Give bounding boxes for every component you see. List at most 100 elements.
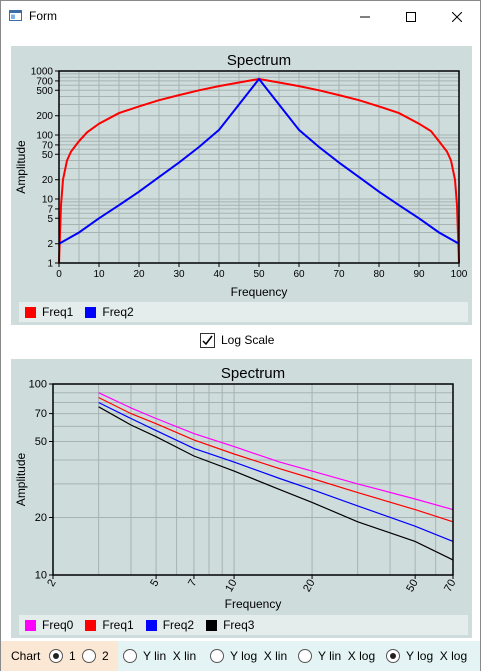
scale-radio-ylog-xlin[interactable]: [210, 649, 224, 663]
legend-label: Freq3: [223, 618, 255, 632]
y-tick-label: 70: [35, 408, 47, 420]
chart-radio-2[interactable]: [82, 649, 96, 663]
chart2-plot: Spectrum Frequency Amplitude 10 20 50 70 100 2 5 7…: [14, 365, 459, 611]
y-tick-label: 100: [29, 379, 47, 391]
series-line-freq0: [98, 392, 454, 511]
series-line-freq2: [98, 401, 454, 542]
chart1-legend: Freq1 Freq2: [19, 302, 468, 322]
legend-label: Freq0: [42, 618, 74, 632]
legend-item-freq3: Freq3: [206, 618, 254, 632]
scale-radio-ylog-xlog[interactable]: [386, 649, 400, 663]
x-tick-label: 40: [213, 269, 225, 280]
x-tick-label: 50: [253, 269, 265, 280]
legend-swatch-freq3: [206, 619, 218, 631]
x-axis-label: Frequency: [231, 285, 288, 299]
scale-radio-ylin-xlin[interactable]: [123, 649, 137, 663]
legend-label: Freq2: [162, 618, 195, 632]
legend-swatch-freq1: [85, 619, 97, 631]
y-tick-label: 50: [42, 150, 54, 161]
x-tick-label: 0: [56, 269, 62, 280]
y-tick-label: 200: [36, 111, 53, 122]
y-axis-label: Amplitude: [14, 453, 28, 507]
legend-label: Freq1: [42, 305, 74, 319]
y-tick-label: 100: [36, 131, 53, 142]
legend-item-freq2: Freq2: [85, 305, 134, 319]
legend-swatch-freq0: [25, 619, 36, 631]
legend-item-freq1: Freq1: [85, 618, 134, 632]
scale-radio-ylog-xlog-label[interactable]: Y log X log: [406, 649, 468, 663]
chart-title: Spectrum: [227, 52, 291, 69]
app-icon: [9, 10, 22, 21]
legend-label: Freq1: [102, 618, 134, 632]
y-tick-label: 2: [47, 239, 53, 250]
chart-radio-2-label[interactable]: 2: [102, 649, 109, 663]
plot-area: [53, 384, 453, 575]
legend-label: Freq2: [102, 305, 134, 319]
x-tick-label: 100: [451, 269, 468, 280]
maximize-button[interactable]: [388, 1, 434, 32]
chart2-legend: Freq0 Freq1 Freq2 Freq3: [19, 615, 468, 635]
x-tick-label: 10: [93, 269, 105, 280]
x-tick-label: 30: [173, 269, 185, 280]
x-tick-label: 70: [442, 578, 459, 595]
x-tick-label: 20: [133, 269, 145, 280]
x-tick-label: 5: [148, 578, 161, 589]
log-scale-checkbox[interactable]: Log Scale: [200, 330, 274, 350]
scale-radio-ylin-xlog[interactable]: [298, 649, 312, 663]
y-tick-label: 10: [42, 195, 54, 206]
y-tick-label: 5: [47, 214, 53, 225]
y-tick-label: 7: [47, 204, 53, 215]
checkbox-box[interactable]: [200, 332, 215, 348]
series-line-freq1: [98, 396, 454, 523]
x-tick-label: 10: [223, 578, 240, 595]
y-tick-label: 20: [42, 175, 54, 186]
plot-frame: [52, 383, 454, 576]
scale-radio-ylin-xlog-label[interactable]: Y lin X log: [318, 649, 376, 663]
chart1-panel: Spectrum Frequency Amplitude 1 2 5 7 10 20 50 70 10…: [11, 46, 472, 325]
legend-swatch-freq2: [85, 306, 97, 318]
legend-item-freq1: Freq1: [25, 305, 73, 319]
y-tick-label: 50: [35, 436, 47, 448]
y-tick-label: 20: [35, 512, 47, 524]
close-button[interactable]: [434, 1, 480, 32]
legend-swatch-freq1: [25, 306, 36, 318]
y-tick-label: 500: [36, 86, 53, 97]
bottom-bar: Chart 1 2 Y lin X lin Y log X lin Y lin …: [1, 641, 480, 671]
window-title: Form: [29, 9, 57, 23]
scale-radio-ylog-xlin-label[interactable]: Y log X lin: [230, 649, 288, 663]
chart-radio-1[interactable]: [49, 649, 63, 663]
y-axis-label: Amplitude: [14, 140, 28, 194]
y-tick-label: 1: [47, 259, 53, 270]
y-tick-label: 700: [36, 76, 53, 87]
legend-item-freq0: Freq0: [25, 618, 73, 632]
checkmark-icon: [202, 335, 213, 345]
maximize-icon: [406, 11, 416, 22]
y-tick-label: 10: [35, 570, 47, 582]
legend-swatch-freq2: [145, 619, 157, 631]
x-tick-label: 60: [293, 269, 305, 280]
minimize-icon: [360, 16, 370, 17]
series-line-freq2: [58, 77, 460, 245]
chart-label: Chart: [11, 649, 41, 663]
x-tick-label: 20: [301, 578, 318, 595]
x-tick-label: 7: [186, 578, 199, 589]
x-axis-label: Frequency: [225, 597, 282, 611]
x-tick-label: 2: [45, 578, 58, 589]
legend-item-freq2: Freq2: [145, 618, 195, 632]
x-tick-label: 90: [413, 269, 425, 280]
scale-radio-ylin-xlin-label[interactable]: Y lin X lin: [143, 649, 197, 663]
series-line-freq3: [98, 406, 454, 561]
close-icon: [452, 11, 462, 22]
y-tick-label: 70: [42, 140, 54, 151]
chart-title: Spectrum: [221, 365, 285, 382]
y-tick-label: 1000: [31, 67, 54, 78]
log-scale-label: Log Scale: [221, 333, 275, 347]
chart1-plot: SpectrumFrequencyAmplitude12571020507010…: [14, 52, 468, 299]
minimize-button[interactable]: [342, 1, 388, 32]
chart-radio-1-label[interactable]: 1: [69, 649, 76, 663]
chart2-panel: Spectrum Frequency Amplitude 10 20 50 70 100 2 5 7…: [11, 359, 472, 638]
title-bar[interactable]: Form: [1, 1, 480, 32]
x-tick-label: 80: [373, 269, 385, 280]
chart-selector: Chart 1 2: [1, 641, 118, 671]
